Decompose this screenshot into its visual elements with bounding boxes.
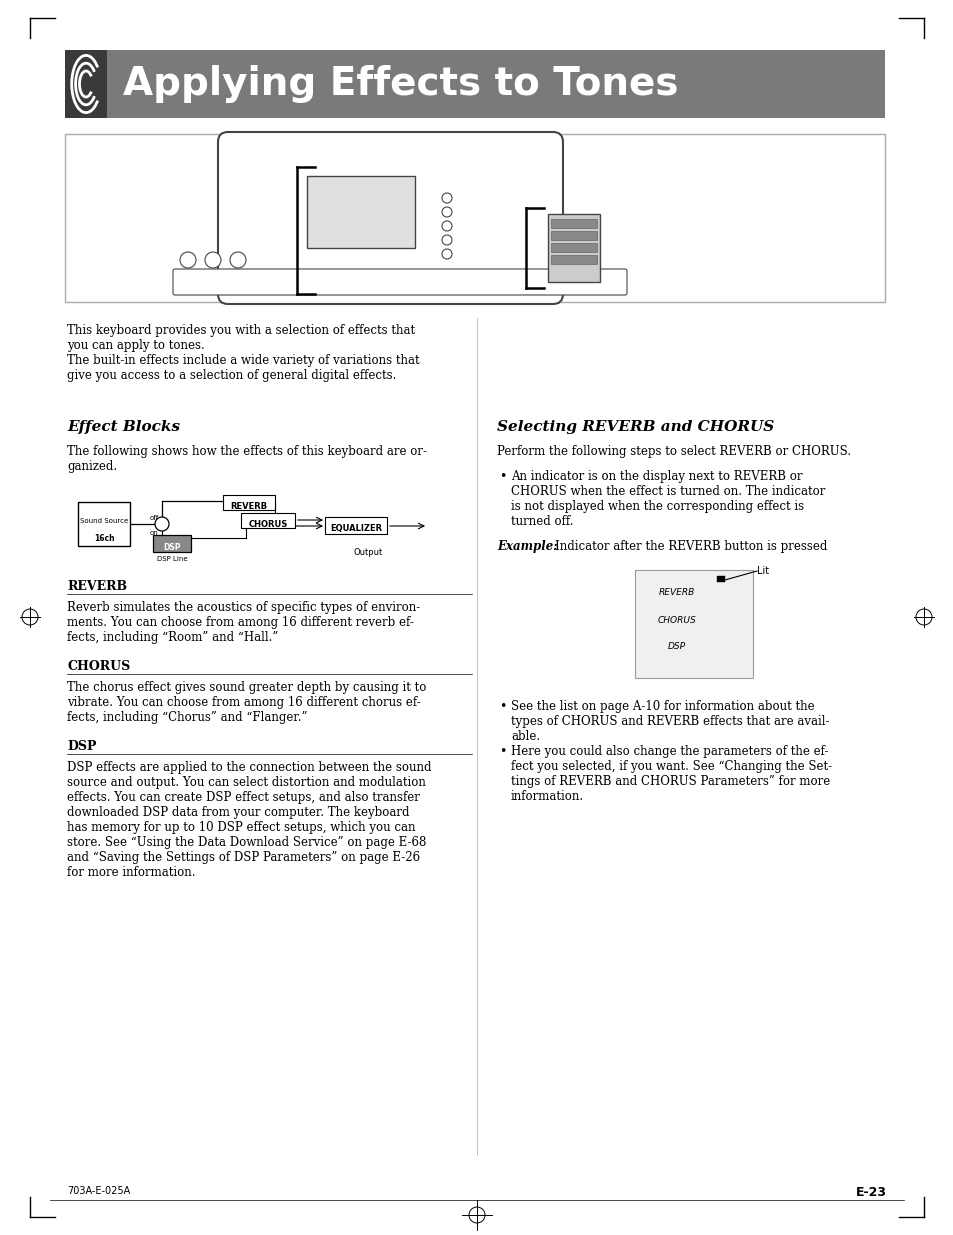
Bar	[635, 571, 752, 678]
Text: An indicator is on the display next to REVERB or
CHORUS when the effect is turne: An indicator is on the display next to R…	[511, 471, 824, 529]
Text: Output: Output	[353, 548, 382, 557]
Text: See the list on page A-10 for information about the
types of CHORUS and REVERB e: See the list on page A-10 for informatio…	[511, 700, 828, 743]
Text: 16ch: 16ch	[93, 534, 114, 543]
Circle shape	[205, 252, 221, 268]
Text: DSP: DSP	[163, 543, 180, 552]
FancyBboxPatch shape	[172, 269, 626, 295]
Text: •: •	[498, 700, 506, 713]
Text: The following shows how the effects of this keyboard are or-
ganized.: The following shows how the effects of t…	[67, 445, 427, 473]
Text: on: on	[150, 530, 158, 536]
Text: CHORUS: CHORUS	[67, 659, 131, 673]
Bar	[65, 49, 107, 119]
Circle shape	[230, 252, 246, 268]
Text: E-23: E-23	[855, 1186, 886, 1199]
Text: Indicator after the REVERB button is pressed: Indicator after the REVERB button is pre…	[555, 540, 826, 553]
Bar	[551, 219, 597, 228]
Circle shape	[154, 517, 169, 531]
Text: Lit: Lit	[757, 566, 768, 576]
Text: DSP: DSP	[667, 642, 685, 651]
Text: Reverb simulates the acoustics of specific types of environ-
ments. You can choo: Reverb simulates the acoustics of specif…	[67, 601, 420, 643]
Circle shape	[441, 235, 452, 245]
Text: off: off	[150, 515, 158, 521]
Bar	[241, 513, 294, 529]
Bar	[78, 501, 130, 546]
Circle shape	[441, 249, 452, 259]
Bar	[307, 177, 415, 248]
Text: •: •	[498, 745, 506, 758]
Text: CHORUS: CHORUS	[248, 520, 287, 529]
FancyBboxPatch shape	[218, 132, 562, 304]
Text: REVERB: REVERB	[67, 580, 127, 593]
Circle shape	[441, 193, 452, 203]
Bar	[547, 214, 599, 282]
Text: Perform the following steps to select REVERB or CHORUS.: Perform the following steps to select RE…	[497, 445, 850, 458]
Text: DSP: DSP	[67, 740, 96, 753]
Text: Applying Effects to Tones: Applying Effects to Tones	[123, 65, 678, 103]
Bar	[551, 254, 597, 264]
Text: •: •	[498, 471, 506, 483]
Text: This keyboard provides you with a selection of effects that
you can apply to ton: This keyboard provides you with a select…	[67, 324, 419, 382]
Bar	[65, 49, 884, 119]
Circle shape	[180, 252, 195, 268]
Bar	[551, 231, 597, 240]
Text: EQUALIZER: EQUALIZER	[330, 524, 381, 534]
Text: CHORUS: CHORUS	[657, 616, 696, 625]
Text: REVERB: REVERB	[659, 588, 695, 597]
Bar	[223, 495, 274, 510]
Circle shape	[441, 207, 452, 217]
Bar	[65, 135, 884, 303]
Text: 703A-E-025A: 703A-E-025A	[67, 1186, 131, 1195]
Bar	[152, 535, 191, 552]
Text: DSP effects are applied to the connection between the sound
source and output. Y: DSP effects are applied to the connectio…	[67, 761, 431, 879]
Bar	[325, 517, 387, 534]
Text: Effect Blocks: Effect Blocks	[67, 420, 180, 433]
Circle shape	[441, 221, 452, 231]
Text: Sound Source: Sound Source	[80, 517, 128, 524]
Text: Selecting REVERB and CHORUS: Selecting REVERB and CHORUS	[497, 420, 774, 433]
Bar	[717, 576, 724, 582]
Text: The chorus effect gives sound greater depth by causing it to
vibrate. You can ch: The chorus effect gives sound greater de…	[67, 680, 426, 724]
Bar	[551, 243, 597, 252]
Text: DSP Line: DSP Line	[156, 556, 187, 562]
Text: REVERB: REVERB	[231, 501, 267, 511]
Text: Here you could also change the parameters of the ef-
fect you selected, if you w: Here you could also change the parameter…	[511, 745, 831, 803]
Text: Example:: Example:	[497, 540, 558, 553]
